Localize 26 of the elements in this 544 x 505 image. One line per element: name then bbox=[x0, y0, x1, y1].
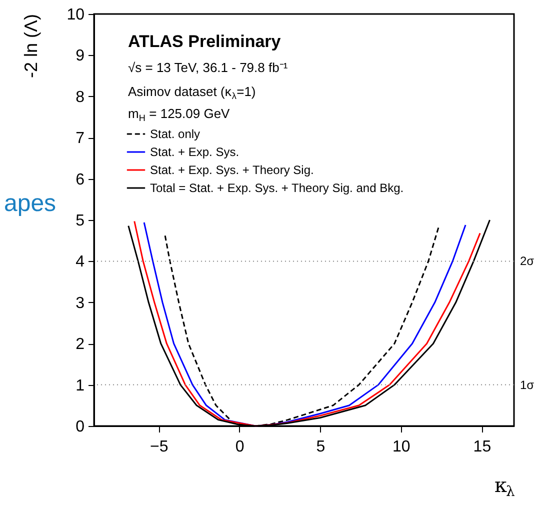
x-tick-label: 5 bbox=[316, 438, 326, 456]
ref-line-label: 1σ bbox=[520, 378, 535, 392]
y-tick-label: 3 bbox=[76, 294, 85, 312]
legend-label: Total = Stat. + Exp. Sys. + Theory Sig. and Bkg. bbox=[150, 181, 404, 195]
x-tick-label: 15 bbox=[473, 438, 492, 456]
y-tick-label: 8 bbox=[76, 88, 85, 106]
y-tick-label: 1 bbox=[76, 377, 85, 394]
text: apes bbox=[4, 190, 56, 217]
legend-label: Stat. + Exp. Sys. bbox=[150, 145, 240, 159]
legend-label: Stat. + Exp. Sys. + Theory Sig. bbox=[150, 163, 314, 177]
y-tick-label: 7 bbox=[76, 130, 85, 148]
x-tick-label: 0 bbox=[235, 438, 244, 456]
annotation: √s = 13 TeV, 36.1 - 79.8 fb⁻¹ bbox=[128, 60, 288, 75]
y-tick-label: 5 bbox=[76, 212, 85, 230]
y-tick-label: 6 bbox=[76, 171, 85, 188]
y-tick-label: 4 bbox=[76, 254, 85, 271]
x-tick-label: −5 bbox=[150, 438, 168, 456]
annotation: ATLAS Preliminary bbox=[128, 32, 282, 51]
x-tick-label: 10 bbox=[392, 438, 410, 456]
ref-line-label: 2σ bbox=[520, 254, 535, 268]
y-tick-label: 9 bbox=[76, 48, 85, 65]
y-tick-label: 0 bbox=[76, 418, 85, 436]
y-tick-label: 10 bbox=[66, 6, 85, 24]
y-axis-title: -2 ln (Λ) bbox=[21, 14, 41, 78]
y-tick-label: 2 bbox=[76, 336, 85, 354]
legend-label: Stat. only bbox=[150, 127, 200, 141]
